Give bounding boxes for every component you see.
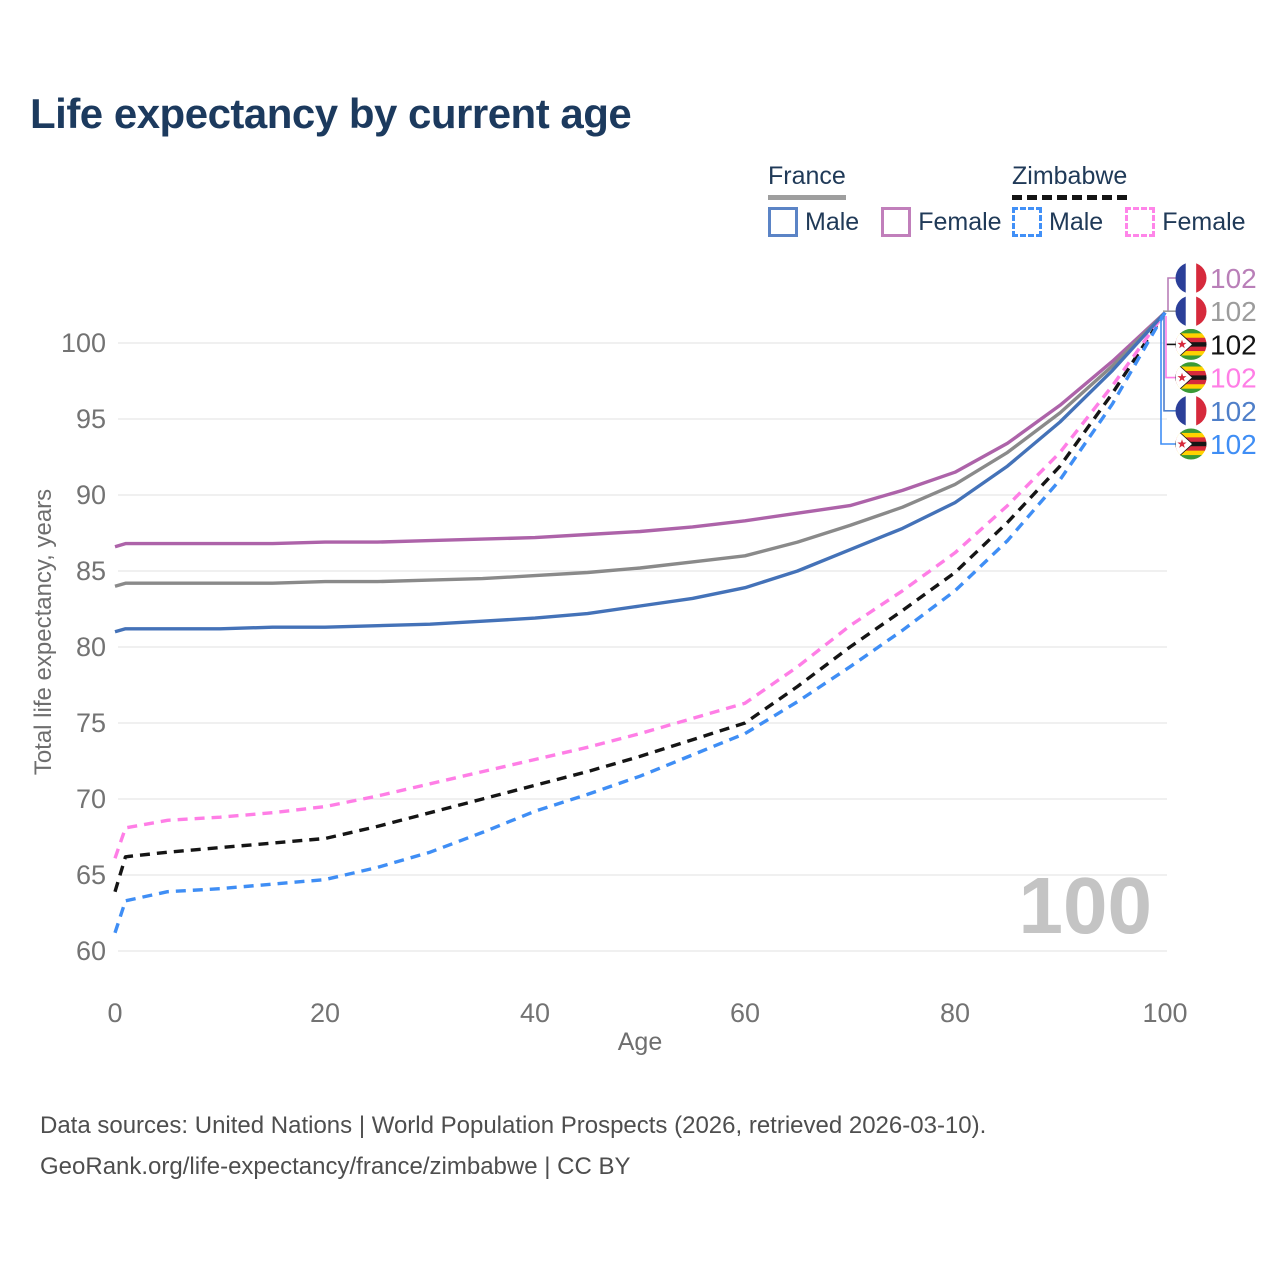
legend-item-label: Female (918, 207, 1002, 236)
series-line-france-female[interactable] (114, 311, 1167, 549)
end-value-label[interactable]: 102 (1210, 329, 1257, 360)
legend-header-france[interactable]: France (768, 162, 846, 200)
series-line-zimbabwe-all[interactable] (113, 311, 1167, 893)
end-label-leader-line (1163, 316, 1176, 412)
zimbabwe-male-swatch-icon (1012, 207, 1042, 237)
page-title: Life expectancy by current age (30, 90, 632, 137)
x-tick-label: 0 (107, 998, 122, 1028)
x-tick-label: 60 (730, 998, 760, 1028)
end-value-label[interactable]: 102 (1210, 396, 1257, 427)
y-tick-label: 95 (76, 404, 106, 434)
legend-item-france-female[interactable]: Female (881, 207, 1002, 237)
zimbabwe-flag-icon[interactable] (1175, 328, 1207, 361)
x-tick-label: 20 (310, 998, 340, 1028)
france-flag-icon[interactable] (1175, 295, 1208, 327)
data-sources-note: Data sources: United Nations | World Pop… (40, 1112, 987, 1139)
france-female-swatch-icon (881, 207, 912, 237)
legend-item-france-male[interactable]: Male (768, 207, 859, 237)
y-tick-label: 65 (76, 860, 106, 890)
legend-group-france: France Male Female (768, 162, 1002, 237)
source-url-note: GeoRank.org/life-expectancy/france/zimba… (40, 1152, 631, 1180)
france-flag-icon[interactable] (1175, 262, 1208, 294)
end-value-label[interactable]: 102 (1210, 296, 1257, 327)
end-value-label[interactable]: 102 (1210, 263, 1257, 294)
france-flag-icon[interactable] (1175, 395, 1208, 427)
legend-header-zimbabwe[interactable]: Zimbabwe (1012, 162, 1128, 200)
y-tick-label: 100 (61, 328, 106, 358)
y-tick-label: 75 (76, 708, 106, 738)
end-label-leader-line (1160, 316, 1176, 445)
x-tick-label: 100 (1142, 998, 1187, 1028)
legend-item-label: Male (1049, 207, 1104, 236)
legend: France Male Female Zimbabwe Male (0, 162, 1280, 242)
series-line-france-all[interactable] (114, 311, 1167, 588)
y-tick-label: 85 (76, 556, 106, 586)
x-tick-label: 80 (940, 998, 970, 1028)
zimbabwe-flag-icon[interactable] (1175, 362, 1207, 394)
end-value-label[interactable]: 102 (1210, 363, 1257, 394)
series-line-zimbabwe-male[interactable] (113, 311, 1167, 934)
y-tick-label: 90 (76, 480, 106, 510)
zimbabwe-flag-icon[interactable] (1175, 428, 1207, 461)
legend-group-zimbabwe: Zimbabwe Male Female (1012, 162, 1246, 237)
y-tick-label: 70 (76, 784, 106, 814)
end-value-label[interactable]: 102 (1210, 429, 1257, 460)
france-male-swatch-icon (768, 207, 798, 237)
end-label-leader-line (1167, 277, 1176, 311)
x-tick-label: 40 (520, 998, 550, 1028)
legend-item-zimbabwe-female[interactable]: Female (1125, 207, 1246, 237)
series-line-france-male[interactable] (114, 311, 1167, 634)
legend-item-label: Female (1162, 207, 1246, 236)
zimbabwe-female-swatch-icon (1125, 207, 1156, 237)
series-line-zimbabwe-female[interactable] (113, 311, 1167, 859)
end-label-leader-line (1165, 316, 1176, 379)
legend-item-zimbabwe-male[interactable]: Male (1012, 207, 1103, 237)
age-counter-watermark: 100 (1018, 861, 1152, 950)
footer: Data sources: United Nations | World Pop… (40, 1106, 986, 1188)
legend-item-label: Male (805, 207, 860, 236)
x-axis-title: Age (618, 1028, 662, 1056)
y-tick-label: 80 (76, 632, 106, 662)
y-tick-label: 60 (76, 936, 106, 966)
